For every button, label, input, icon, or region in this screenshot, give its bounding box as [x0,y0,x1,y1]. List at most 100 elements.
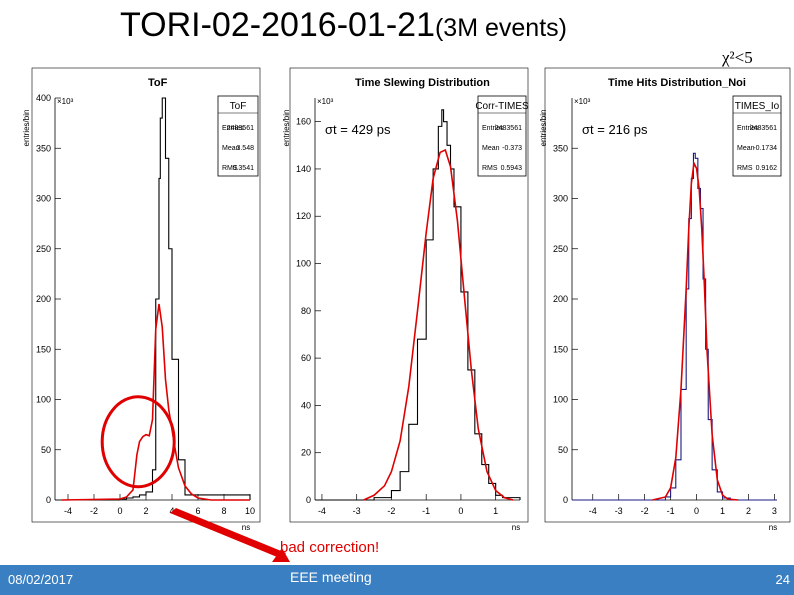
x-axis-label: ns [512,523,520,532]
stats-box [732,95,782,177]
y-tick-label: 150 [553,344,568,354]
stats-box [217,95,259,177]
sigma-label: σt = 429 ps [325,122,391,137]
y-tick-label: 100 [553,395,568,405]
fit-curve [652,160,739,501]
y-tick-label: 250 [36,244,51,254]
y-tick-label: 300 [553,194,568,204]
y-tick-label: 300 [36,194,51,204]
x-tick-label: -2 [641,506,649,516]
title-main: TORI-02-2016-01-21 [120,6,435,44]
x-tick-label: -2 [90,506,98,516]
chart-title: Time Hits Distribution_Noi [608,77,746,89]
y-tick-label: 50 [41,445,51,455]
stats-box-key: RMS [482,165,498,172]
y-tick-label: 50 [558,445,568,455]
x-tick-label: 4 [169,506,174,516]
stats-box-key: Entries [482,125,504,132]
y-tick-label: 60 [301,353,311,363]
stats-box-name: TIMES_Io [735,101,780,112]
x-tick-label: -4 [589,506,597,516]
y-tick-label: 20 [301,448,311,458]
x-tick-label: -1 [422,506,430,516]
x-tick-label: 0 [458,506,463,516]
y-tick-label: 160 [296,117,311,127]
y-tick-label: 120 [296,211,311,221]
fit-curve [363,148,514,501]
x-tick-label: 3 [772,506,777,516]
y-tick-label: 0 [563,495,568,505]
y-tick-label: 400 [36,93,51,103]
x-tick-label: 0 [117,506,122,516]
slide-title: TORI-02-2016-01-21(3M events) [120,6,567,45]
stats-box-key: Entries [737,125,759,132]
y-tick-label: 350 [553,143,568,153]
footer-date: 08/02/2017 [8,572,74,587]
y-tick-label: 100 [36,395,51,405]
x-axis-label: ns [769,523,777,532]
y-axis-multiplier: ×10³ [574,97,591,106]
x-tick-label: -2 [387,506,395,516]
arrow-head [272,548,290,562]
y-tick-label: 40 [301,400,311,410]
stats-box-name: ToF [230,101,247,112]
stats-box-value: 2483561 [750,125,777,132]
x-tick-label: 2 [143,506,148,516]
stats-box [477,95,527,177]
y-axis-multiplier: ×10³ [317,97,334,106]
bad-correction-annotation: bad correction! [280,539,380,556]
title-subtitle: (3M events) [434,14,567,42]
stats-box-key: RMS [222,165,238,172]
footer-page-number: 24 [775,572,790,587]
y-tick-label: 350 [36,143,51,153]
stats-box-key: Mean [222,145,240,152]
histogram-series [61,97,251,501]
chi-square-label: χ²<5 [722,48,753,67]
y-tick-label: 80 [301,306,311,316]
footer-bar: 08/02/2017 EEE meeting 24 [0,565,794,595]
x-tick-label: 0 [694,506,699,516]
x-tick-label: 6 [195,506,200,516]
highlight-circle [100,395,176,489]
x-tick-label: 10 [245,506,255,516]
fit-curve [61,303,250,501]
stats-box-key: RMS [737,165,753,172]
stats-box-key: Mean [482,145,500,152]
x-tick-label: 2 [746,506,751,516]
x-tick-label: 1 [720,506,725,516]
y-tick-label: 200 [36,294,51,304]
stats-box-value: 0.9162 [756,165,778,172]
y-axis-label: entries/bin [282,110,291,147]
y-axis-label: entries/bin [539,110,548,147]
stats-box-value: 2483561 [495,125,522,132]
chart-title: ToF [148,77,168,89]
stats-box-name: Corr-TIMES [475,101,529,112]
x-tick-label: 8 [221,506,226,516]
y-tick-label: 0 [46,495,51,505]
y-tick-label: 200 [553,294,568,304]
x-tick-label: -4 [64,506,72,516]
stats-box-value: 0.5943 [501,165,523,172]
stats-box-value: 0.3541 [233,165,255,172]
stats-box-key: Entries [222,125,244,132]
histogram-series [315,109,521,501]
footer-meeting: EEE meeting [290,569,372,585]
stats-box-value: 2483561 [227,125,254,132]
arrow-shaft [170,508,286,559]
stats-box-value: -0.373 [502,145,522,152]
stats-box-value: -0.1734 [753,145,777,152]
x-tick-label: -1 [667,506,675,516]
x-tick-label: 1 [493,506,498,516]
y-axis-label: entries/bin [22,110,31,147]
y-axis-multiplier: ×10³ [57,97,74,106]
chart-title: Time Slewing Distribution [355,77,490,89]
y-tick-label: 150 [36,344,51,354]
x-tick-label: -4 [318,506,326,516]
y-tick-label: 0 [306,495,311,505]
x-axis-label: ns [242,523,250,532]
x-tick-label: -3 [353,506,361,516]
y-tick-label: 250 [553,244,568,254]
x-tick-label: -3 [615,506,623,516]
stats-box-value: 3.548 [236,145,254,152]
